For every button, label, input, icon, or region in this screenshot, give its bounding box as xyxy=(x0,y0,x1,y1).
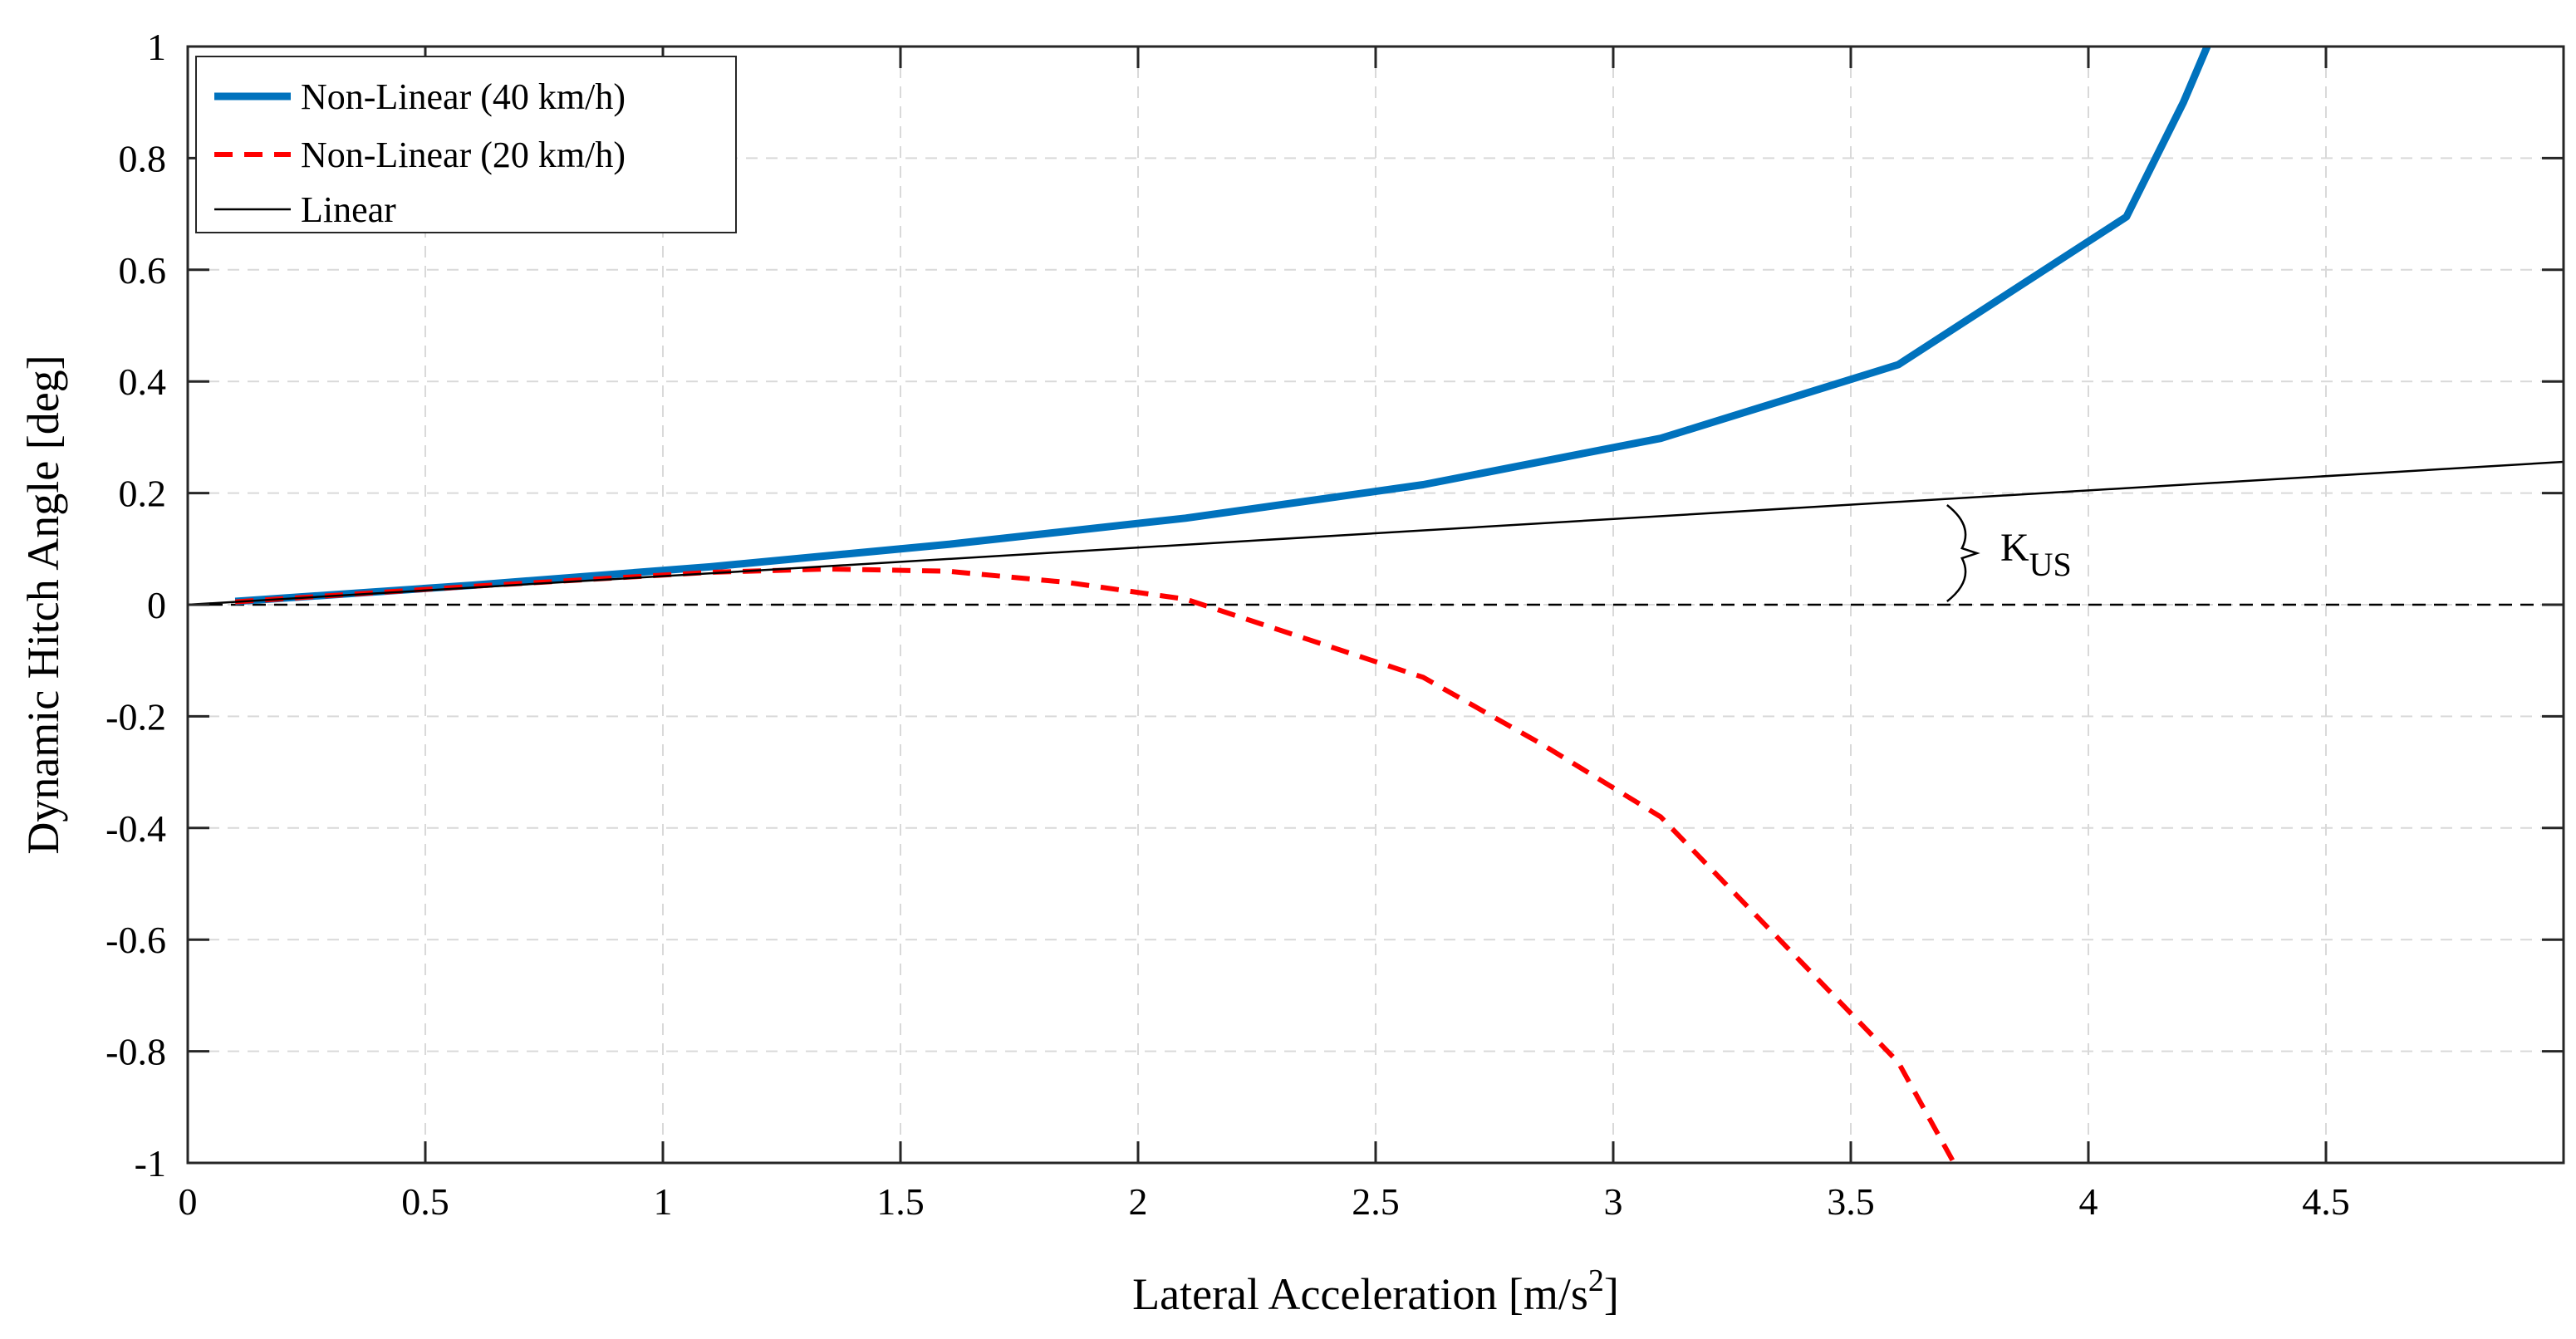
y-axis-label: Dynamic Hitch Angle [deg] xyxy=(18,355,68,854)
x-tick-label: 0.5 xyxy=(401,1180,449,1223)
kus-label-main: K xyxy=(2000,526,2029,570)
x-tick-label: 2 xyxy=(1129,1180,1148,1223)
kus-label: KUS xyxy=(2000,526,2072,583)
x-tick-label: 4 xyxy=(2079,1180,2098,1223)
x-tick-label: 1.5 xyxy=(876,1180,925,1223)
legend-label-20kmh: Non-Linear (20 km/h) xyxy=(301,135,626,175)
y-tick-label: 0.8 xyxy=(119,137,167,179)
y-tick-label: 0.4 xyxy=(119,360,167,403)
x-tick-label: 3 xyxy=(1604,1180,1623,1223)
legend-box xyxy=(195,56,737,233)
y-tick-label: 0.6 xyxy=(119,249,167,292)
kus-angle-bracket xyxy=(1946,504,1980,602)
kus-label-subscript: US xyxy=(2029,546,2072,583)
y-tick-label: -0.4 xyxy=(105,807,166,850)
y-tick-label: -0.6 xyxy=(105,919,166,961)
y-tick-label: 1 xyxy=(147,26,166,68)
y-tick-label: 0 xyxy=(147,584,166,626)
x-axis-label-text: Lateral Acceleration [m/s xyxy=(1132,1269,1588,1319)
x-tick-label: 0 xyxy=(179,1180,198,1223)
y-tick-label: -0.8 xyxy=(105,1031,166,1073)
series-layer xyxy=(188,47,2564,1163)
x-axis-label: Lateral Acceleration [m/s2] xyxy=(1132,1263,1619,1319)
x-tick-label: 2.5 xyxy=(1352,1180,1400,1223)
y-tick-label: 0.2 xyxy=(119,473,167,515)
x-tick-label: 3.5 xyxy=(1827,1180,1875,1223)
tick-labels: 0 0.5 1 1.5 2 2.5 3 3.5 4 4.5 -1 -0.8 -0.6 -0.4 -0.2 0 0… xyxy=(105,26,2564,1223)
x-axis-label-superscript: 2 xyxy=(1588,1263,1604,1298)
y-tick-label: -1 xyxy=(135,1142,166,1184)
series-line-non-linear-40-km-h xyxy=(234,47,2211,606)
x-axis-label-end: ] xyxy=(1604,1269,1619,1319)
legend-label-linear: Linear xyxy=(301,189,396,230)
x-tick-label: 4.5 xyxy=(2302,1180,2350,1223)
legend-label-40kmh: Non-Linear (40 km/h) xyxy=(301,76,626,117)
series-line-linear xyxy=(188,460,2564,606)
x-tick-label: 1 xyxy=(654,1180,673,1223)
annotation-kus: KUS xyxy=(1946,504,2072,602)
y-tick-label: -0.2 xyxy=(105,695,166,738)
legend: Non-Linear (40 km/h) Non-Linear (20 km/h… xyxy=(195,56,737,233)
